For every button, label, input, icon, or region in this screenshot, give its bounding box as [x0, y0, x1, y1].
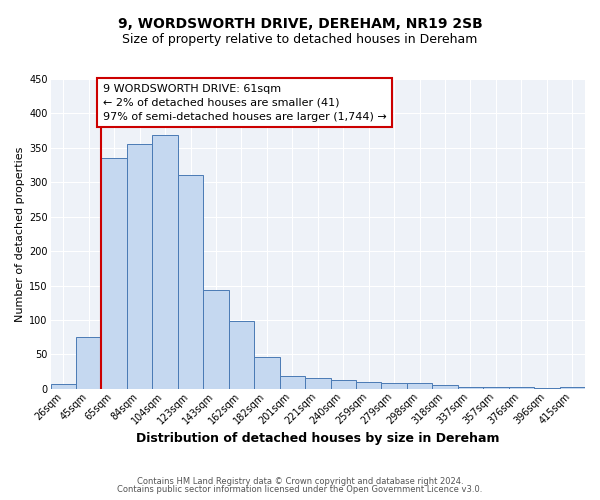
Bar [229, 320, 254, 389]
Bar [127, 144, 152, 389]
Text: Contains HM Land Registry data © Crown copyright and database right 2024.: Contains HM Land Registry data © Crown c… [137, 477, 463, 486]
Text: 9, WORDSWORTH DRIVE, DEREHAM, NR19 2SB: 9, WORDSWORTH DRIVE, DEREHAM, NR19 2SB [118, 18, 482, 32]
Bar [203, 290, 229, 389]
Bar [331, 380, 356, 389]
Bar [458, 386, 483, 389]
Bar [433, 386, 458, 389]
Bar [305, 378, 331, 389]
Text: Size of property relative to detached houses in Dereham: Size of property relative to detached ho… [122, 32, 478, 46]
Bar [101, 158, 127, 389]
Bar [382, 382, 407, 389]
Bar [560, 386, 585, 389]
Bar [509, 388, 534, 389]
Bar [534, 388, 560, 389]
Bar [254, 357, 280, 389]
Bar [356, 382, 382, 389]
Bar [178, 176, 203, 389]
Bar [152, 136, 178, 389]
Bar [407, 383, 433, 389]
Y-axis label: Number of detached properties: Number of detached properties [15, 146, 25, 322]
Bar [280, 376, 305, 389]
Bar [50, 384, 76, 389]
Bar [483, 386, 509, 389]
Text: 9 WORDSWORTH DRIVE: 61sqm
← 2% of detached houses are smaller (41)
97% of semi-d: 9 WORDSWORTH DRIVE: 61sqm ← 2% of detach… [103, 84, 386, 122]
X-axis label: Distribution of detached houses by size in Dereham: Distribution of detached houses by size … [136, 432, 500, 445]
Bar [76, 337, 101, 389]
Text: Contains public sector information licensed under the Open Government Licence v3: Contains public sector information licen… [118, 485, 482, 494]
